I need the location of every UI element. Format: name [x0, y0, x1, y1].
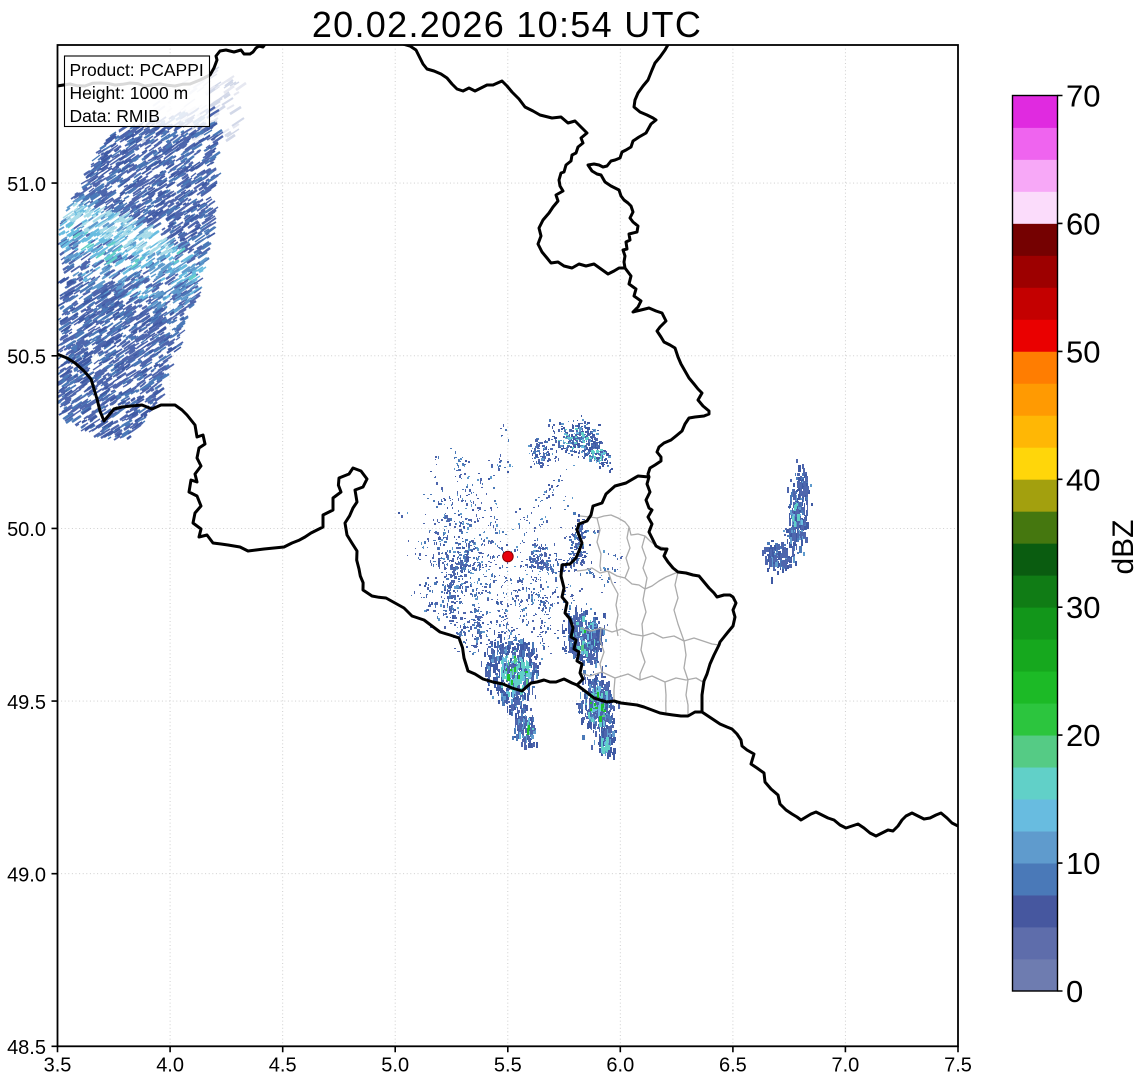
svg-text:50: 50 — [1066, 334, 1100, 369]
svg-text:49.5: 49.5 — [7, 692, 46, 714]
svg-text:20.02.2026 10:54 UTC: 20.02.2026 10:54 UTC — [312, 4, 702, 45]
svg-text:10: 10 — [1066, 846, 1100, 881]
svg-text:Height: 1000 m: Height: 1000 m — [70, 83, 189, 103]
svg-text:7.5: 7.5 — [944, 1055, 972, 1077]
svg-text:dBZ: dBZ — [1107, 519, 1140, 574]
svg-text:4.5: 4.5 — [269, 1055, 297, 1077]
svg-text:4.0: 4.0 — [156, 1055, 184, 1077]
svg-text:5.5: 5.5 — [494, 1055, 522, 1077]
svg-text:60: 60 — [1066, 206, 1100, 241]
svg-text:50.0: 50.0 — [7, 519, 46, 541]
svg-text:49.0: 49.0 — [7, 865, 46, 887]
svg-text:7.0: 7.0 — [831, 1055, 859, 1077]
svg-text:6.0: 6.0 — [606, 1055, 634, 1077]
svg-text:50.5: 50.5 — [7, 347, 46, 369]
svg-text:Product: PCAPPI: Product: PCAPPI — [70, 60, 204, 80]
svg-text:40: 40 — [1066, 462, 1100, 497]
svg-text:20: 20 — [1066, 718, 1100, 753]
svg-text:6.5: 6.5 — [719, 1055, 747, 1077]
svg-text:0: 0 — [1066, 974, 1083, 1009]
svg-text:51.0: 51.0 — [7, 174, 46, 196]
svg-text:3.5: 3.5 — [44, 1055, 72, 1077]
svg-text:5.0: 5.0 — [381, 1055, 409, 1077]
svg-text:48.5: 48.5 — [7, 1037, 46, 1059]
svg-text:70: 70 — [1066, 79, 1100, 114]
svg-text:30: 30 — [1066, 590, 1100, 625]
svg-text:Data: RMIB: Data: RMIB — [70, 106, 160, 126]
